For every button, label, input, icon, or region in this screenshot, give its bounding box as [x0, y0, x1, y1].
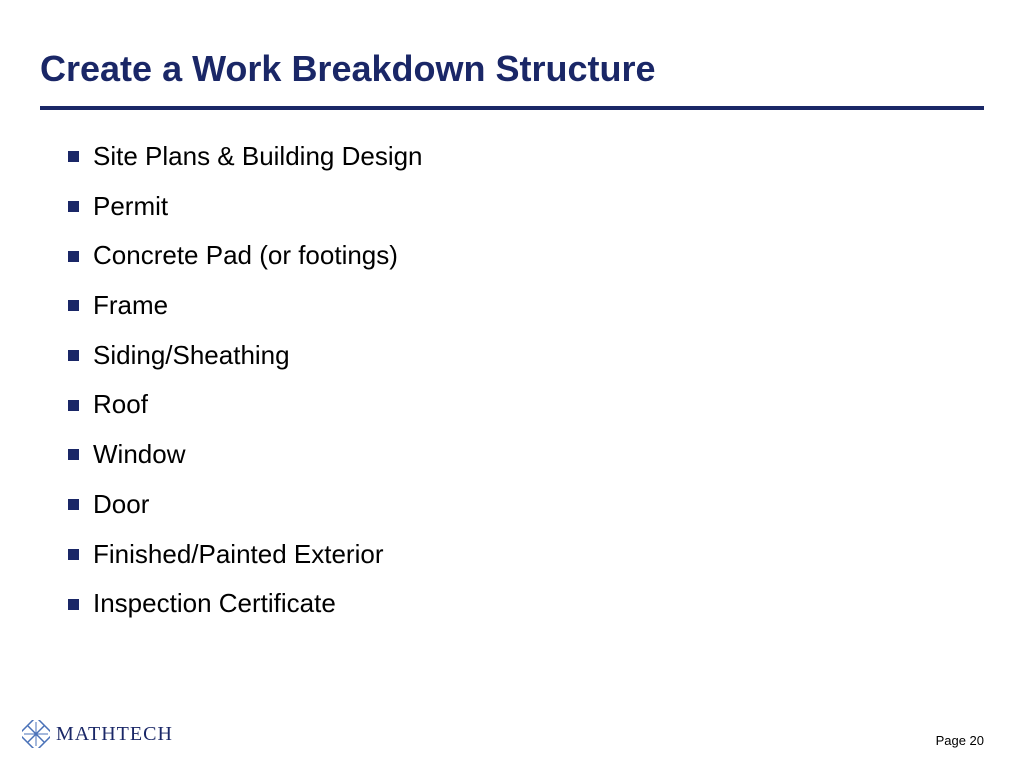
bullet-square-icon — [68, 400, 79, 411]
slide-footer: MATHTECH Page 20 — [22, 720, 984, 748]
bullet-square-icon — [68, 549, 79, 560]
bullet-square-icon — [68, 151, 79, 162]
bullet-square-icon — [68, 201, 79, 212]
list-item: Frame — [68, 287, 984, 325]
list-item: Door — [68, 486, 984, 524]
logo-text: MATHTECH — [56, 723, 173, 746]
list-item: Permit — [68, 188, 984, 226]
bullet-square-icon — [68, 251, 79, 262]
bullet-square-icon — [68, 599, 79, 610]
bullet-list: Site Plans & Building Design Permit Conc… — [40, 138, 984, 623]
slide-title: Create a Work Breakdown Structure — [40, 48, 984, 90]
bullet-text: Inspection Certificate — [93, 585, 336, 623]
bullet-text: Door — [93, 486, 149, 524]
list-item: Concrete Pad (or footings) — [68, 237, 984, 275]
list-item: Inspection Certificate — [68, 585, 984, 623]
mathtech-logo-icon — [22, 720, 50, 748]
list-item: Window — [68, 436, 984, 474]
slide-container: Create a Work Breakdown Structure Site P… — [0, 0, 1024, 768]
bullet-text: Finished/Painted Exterior — [93, 536, 383, 574]
bullet-text: Window — [93, 436, 185, 474]
list-item: Finished/Painted Exterior — [68, 536, 984, 574]
bullet-text: Frame — [93, 287, 168, 325]
bullet-square-icon — [68, 350, 79, 361]
bullet-text: Site Plans & Building Design — [93, 138, 423, 176]
bullet-text: Siding/Sheathing — [93, 337, 290, 375]
bullet-square-icon — [68, 300, 79, 311]
list-item: Roof — [68, 386, 984, 424]
list-item: Siding/Sheathing — [68, 337, 984, 375]
page-number: Page 20 — [936, 733, 984, 748]
bullet-square-icon — [68, 499, 79, 510]
logo: MATHTECH — [22, 720, 173, 748]
list-item: Site Plans & Building Design — [68, 138, 984, 176]
title-divider — [40, 106, 984, 110]
bullet-text: Roof — [93, 386, 148, 424]
bullet-square-icon — [68, 449, 79, 460]
bullet-text: Concrete Pad (or footings) — [93, 237, 398, 275]
bullet-text: Permit — [93, 188, 168, 226]
